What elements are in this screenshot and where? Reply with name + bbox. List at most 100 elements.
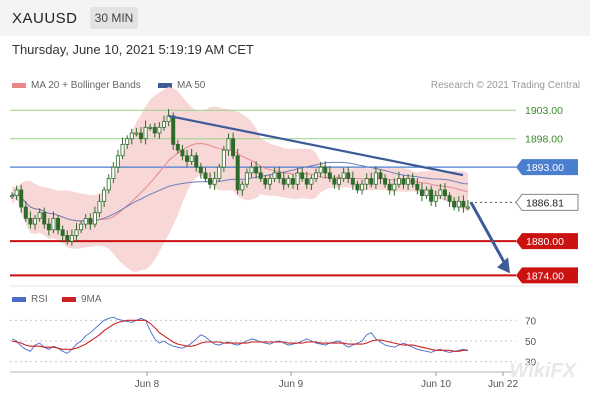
legend-rsi: RSI xyxy=(12,294,48,305)
symbol-label: XAUUSD xyxy=(12,10,78,27)
candle-body xyxy=(106,178,111,191)
legend-ma20: MA 20 + Bollinger Bands xyxy=(12,80,141,91)
candle-body xyxy=(189,155,194,162)
candle-body xyxy=(111,166,116,179)
candle-body xyxy=(46,223,51,231)
level-tag-1880.00 xyxy=(516,233,578,250)
candle-body xyxy=(267,178,272,185)
candle-body xyxy=(346,172,351,179)
candle-body xyxy=(79,223,84,231)
level-label-1903.00: 1903.00 xyxy=(525,105,563,117)
candle-body xyxy=(332,178,337,185)
candle-body xyxy=(396,178,401,185)
candle-body xyxy=(152,126,157,134)
candle-body xyxy=(360,183,365,191)
candle-body xyxy=(295,172,300,185)
candle-body xyxy=(33,217,38,225)
rsi-tick-50: 50 xyxy=(525,337,537,348)
candle-body xyxy=(290,178,295,185)
candle-body xyxy=(300,172,305,179)
candle-body xyxy=(429,189,434,202)
candle-body xyxy=(235,155,240,191)
candle-body xyxy=(378,172,383,179)
candle-body xyxy=(350,178,355,185)
projection-arrow xyxy=(469,201,509,269)
level-label-1898.00: 1898.00 xyxy=(525,134,563,146)
candle-body xyxy=(157,126,162,134)
candle-body xyxy=(198,166,203,174)
candle-body xyxy=(304,178,309,185)
candle-body xyxy=(318,166,323,174)
candle-body xyxy=(355,183,360,191)
level-tag-1893.00 xyxy=(516,159,578,176)
level-tag-text-1880.00: 1880.00 xyxy=(526,236,564,248)
candle-body xyxy=(373,172,378,185)
candle-body xyxy=(212,178,217,185)
legend-ma50: MA 50 xyxy=(158,80,205,91)
candle-body xyxy=(364,178,369,185)
candle-body xyxy=(88,217,93,225)
x-tick-label: Jun 8 xyxy=(135,379,160,390)
candle-body xyxy=(208,178,213,185)
candle-body xyxy=(125,138,130,145)
header-bar: XAUUSD 30 MIN xyxy=(0,0,590,36)
datetime-label: Thursday, June 10, 2021 5:19:19 AM CET xyxy=(12,42,254,57)
candle-body xyxy=(221,149,226,168)
watermark: WikiFX xyxy=(509,360,577,382)
x-tick-label: Jun 22 xyxy=(488,379,518,390)
candle-body xyxy=(74,229,79,236)
candle-body xyxy=(138,132,143,140)
candle-body xyxy=(231,138,236,157)
candle-body xyxy=(51,217,56,231)
candle-body xyxy=(240,183,245,191)
candle-body xyxy=(452,200,457,208)
candle-body xyxy=(323,166,328,174)
candle-body xyxy=(56,217,61,231)
candle-body xyxy=(92,212,97,225)
level-tag-1874.00 xyxy=(516,267,578,284)
candle-body xyxy=(65,235,70,242)
candle-body xyxy=(392,183,397,191)
candle-body xyxy=(438,189,443,197)
candle-body xyxy=(37,212,42,219)
candle-body xyxy=(415,183,420,191)
candle-body xyxy=(185,155,190,162)
candle-body xyxy=(19,189,24,208)
candle-body xyxy=(134,132,139,135)
candle-body xyxy=(60,229,65,236)
candle-body xyxy=(286,178,291,185)
candle-body xyxy=(115,155,120,168)
candle-body xyxy=(120,143,125,157)
legend-ma50-label: MA 50 xyxy=(177,80,206,91)
credit-label: Research © 2021 Trading Central xyxy=(430,80,580,91)
candle-body xyxy=(14,189,19,197)
candle-body xyxy=(406,178,411,185)
candle-body xyxy=(254,166,259,174)
candle-body xyxy=(327,172,332,179)
ma20-swatch xyxy=(12,82,26,88)
candle-body xyxy=(461,200,466,208)
candle-body xyxy=(466,206,470,209)
legend-9ma-label: 9MA xyxy=(81,294,102,305)
candle-body xyxy=(309,178,314,185)
candle-body xyxy=(226,138,231,151)
candle-body xyxy=(102,189,107,202)
level-tag-1886.81 xyxy=(515,193,579,211)
candle-body xyxy=(217,166,222,179)
level-tag-text-1893.00: 1893.00 xyxy=(526,162,564,174)
candle-body xyxy=(314,172,318,179)
candle-body xyxy=(175,143,180,151)
candle-body xyxy=(171,115,176,145)
timeframe-button[interactable]: 30 MIN xyxy=(90,7,138,29)
resistance-trendline xyxy=(168,114,464,177)
candle-body xyxy=(180,149,185,157)
candle-body xyxy=(341,172,346,179)
candle-body xyxy=(166,115,171,123)
candle-body xyxy=(263,178,268,185)
candle-body xyxy=(148,126,153,129)
candle-body xyxy=(129,132,134,140)
legend-9ma: 9MA xyxy=(62,294,102,305)
candle-body xyxy=(42,212,47,225)
ma50-swatch xyxy=(158,82,172,88)
